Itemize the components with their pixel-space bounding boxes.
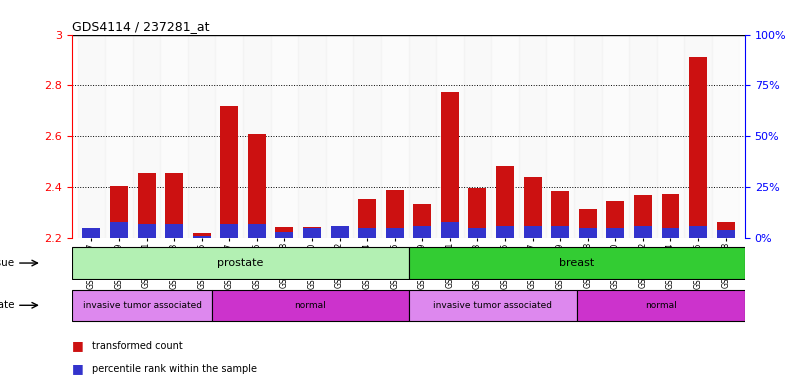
Bar <box>634 195 652 238</box>
Bar <box>579 228 597 238</box>
Bar <box>331 226 348 238</box>
Bar <box>248 134 266 238</box>
Bar <box>551 191 570 238</box>
Bar <box>577 290 745 321</box>
Bar <box>193 236 211 238</box>
Bar <box>469 228 486 238</box>
Bar <box>243 35 271 238</box>
Bar <box>491 35 519 238</box>
Bar <box>105 35 133 238</box>
Bar <box>188 35 215 238</box>
Bar <box>298 35 326 238</box>
Bar <box>248 224 266 238</box>
Bar <box>381 35 409 238</box>
Bar <box>413 204 431 238</box>
Text: breast: breast <box>559 258 594 268</box>
Text: prostate: prostate <box>217 258 264 268</box>
Text: ■: ■ <box>72 362 84 375</box>
Text: ■: ■ <box>72 339 84 352</box>
Bar <box>712 35 739 238</box>
Text: normal: normal <box>295 301 326 310</box>
Bar <box>110 186 128 238</box>
Bar <box>469 189 486 238</box>
Bar <box>717 222 735 238</box>
Bar <box>409 290 577 321</box>
Bar <box>83 232 100 238</box>
Text: tissue: tissue <box>0 258 15 268</box>
Bar <box>657 35 684 238</box>
Bar <box>358 199 376 238</box>
Bar <box>358 228 376 238</box>
Text: GDS4114 / 237281_at: GDS4114 / 237281_at <box>72 20 210 33</box>
Bar <box>165 224 183 238</box>
Bar <box>215 35 243 238</box>
Bar <box>684 35 712 238</box>
Bar <box>220 224 238 238</box>
Text: disease state: disease state <box>0 300 15 310</box>
Bar <box>138 224 155 238</box>
Bar <box>441 222 459 238</box>
Bar <box>606 228 624 238</box>
Bar <box>551 226 570 238</box>
Bar <box>220 106 238 238</box>
Bar <box>193 233 211 238</box>
Bar <box>386 228 404 238</box>
Bar <box>353 35 381 238</box>
Bar <box>496 166 514 238</box>
Bar <box>496 226 514 238</box>
Bar <box>326 35 353 238</box>
Bar <box>133 35 160 238</box>
Bar <box>212 290 409 321</box>
Bar <box>441 92 459 238</box>
Bar <box>386 190 404 238</box>
Bar <box>662 228 679 238</box>
Bar <box>579 209 597 238</box>
Bar <box>303 227 321 238</box>
Bar <box>606 201 624 238</box>
Bar <box>72 290 212 321</box>
Bar <box>276 232 293 238</box>
Bar <box>72 248 409 279</box>
Bar <box>524 226 541 238</box>
Text: invasive tumor associated: invasive tumor associated <box>83 301 202 310</box>
Bar <box>634 226 652 238</box>
Bar <box>331 229 348 238</box>
Bar <box>138 173 155 238</box>
Bar <box>110 222 128 238</box>
Bar <box>689 58 707 238</box>
Text: normal: normal <box>645 301 677 310</box>
Bar <box>413 226 431 238</box>
Bar <box>546 35 574 238</box>
Bar <box>276 227 293 238</box>
Bar <box>78 35 105 238</box>
Bar <box>271 35 298 238</box>
Bar <box>165 173 183 238</box>
Bar <box>83 228 100 238</box>
Bar <box>717 230 735 238</box>
Bar <box>524 177 541 238</box>
Bar <box>519 35 546 238</box>
Bar <box>662 194 679 238</box>
Text: transformed count: transformed count <box>92 341 183 351</box>
Bar <box>629 35 657 238</box>
Bar <box>436 35 464 238</box>
Text: invasive tumor associated: invasive tumor associated <box>433 301 552 310</box>
Bar <box>689 226 707 238</box>
Bar <box>160 35 188 238</box>
Bar <box>303 228 321 238</box>
Bar <box>602 35 629 238</box>
Bar <box>409 248 745 279</box>
Bar <box>464 35 491 238</box>
Bar <box>574 35 602 238</box>
Text: percentile rank within the sample: percentile rank within the sample <box>92 364 257 374</box>
Bar <box>409 35 436 238</box>
